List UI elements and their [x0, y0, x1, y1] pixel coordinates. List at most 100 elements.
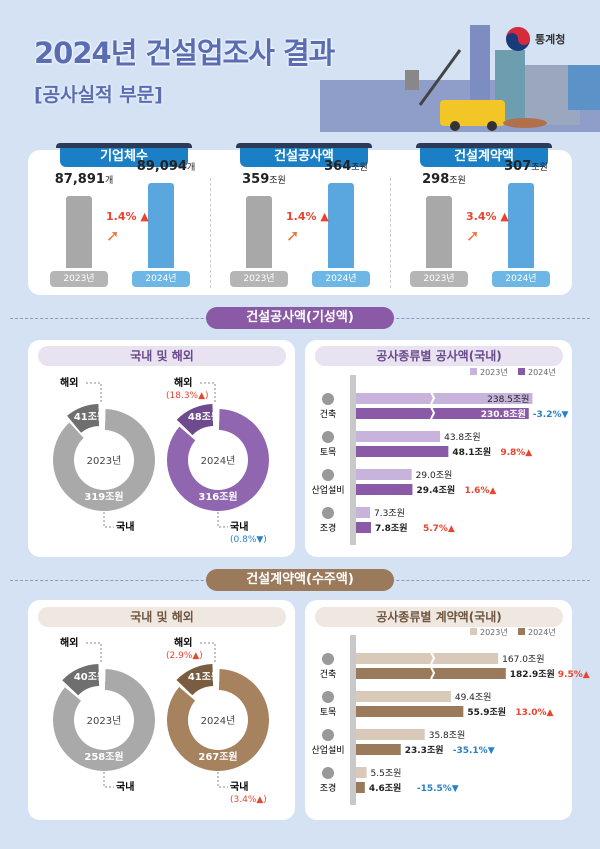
donut-panel-title: 국내 및 해외	[38, 346, 286, 366]
label-overseas: 해외	[60, 376, 78, 389]
donut-slice-overseas	[67, 404, 100, 433]
bar-change-label: -15.5%▼	[417, 784, 459, 794]
change-overseas: (2.9%▲)	[166, 651, 203, 661]
category-label: 조경	[320, 522, 337, 534]
bar-2024년	[356, 522, 371, 533]
category-label: 산업설비	[311, 745, 344, 756]
bar-value-label: 49.4조원	[455, 692, 492, 703]
bar-value-label: 182.9조원	[510, 668, 555, 680]
bar-axis	[350, 375, 356, 545]
legend-label: 2024년	[528, 627, 556, 637]
label-domestic: 국내	[230, 520, 248, 533]
change-domestic: (0.8%▼)	[230, 535, 267, 545]
overview-change: 1.4% ▲	[106, 210, 149, 223]
year-label: 2023년	[410, 271, 468, 287]
overview-title: 건설계약액	[416, 143, 552, 167]
bar-value-label: 230.8조원	[481, 408, 526, 420]
legend-swatch	[470, 368, 477, 375]
pictogram-bar	[66, 196, 92, 268]
construction-skyline-illustration	[320, 25, 600, 132]
label-overseas: 해외	[60, 636, 78, 649]
category-icon	[322, 767, 334, 779]
donut-year-label: 2023년	[87, 455, 122, 467]
legend-label: 2023년	[480, 627, 508, 637]
overview-value-2024: 307조원	[504, 159, 548, 174]
bar-value-label: 7.8조원	[375, 522, 408, 534]
legend-label: 2023년	[480, 367, 508, 377]
axis-break-mark	[430, 651, 436, 665]
donut-slice-domestic	[53, 409, 156, 511]
bar-axis	[350, 635, 356, 805]
label-domestic: 국내	[230, 780, 248, 793]
bar-2023년	[356, 729, 425, 740]
donut-value-domestic: 319조원	[84, 490, 123, 503]
category-icon	[322, 507, 334, 519]
overview-value-2024: 364조원	[324, 159, 368, 174]
bar-value-label: 23.3조원	[405, 744, 444, 756]
bar-2024년	[356, 782, 365, 793]
growth-arrow-icon: ➚	[106, 226, 120, 245]
bar-2024년	[356, 408, 529, 419]
axis-break-mark	[430, 666, 436, 680]
donut-year-label: 2023년	[87, 715, 122, 727]
bar-2024년	[356, 744, 401, 755]
category-icon	[322, 469, 334, 481]
bar-panel-title: 공사종류별 계약액(국내)	[315, 607, 563, 627]
donut-slice-overseas	[62, 664, 100, 696]
category-icon	[322, 691, 334, 703]
bar-2023년	[356, 653, 499, 664]
legend-label: 2024년	[528, 367, 556, 377]
year-label: 2024년	[312, 271, 370, 287]
donut-panel-title: 국내 및 해외	[38, 607, 286, 627]
overview-change: 1.4% ▲	[286, 210, 329, 223]
bar-value-label: 4.6조원	[369, 782, 402, 794]
pictogram-bar	[246, 196, 272, 268]
category-icon	[322, 729, 334, 741]
category-label: 토목	[320, 707, 337, 718]
label-domestic: 국내	[116, 780, 134, 793]
bar-2024년	[356, 706, 464, 717]
bar-value-label: 5.5조원	[371, 768, 402, 779]
bar-2023년	[356, 469, 412, 480]
donut-value-overseas: 48조원	[188, 410, 220, 423]
growth-arrow-icon: ➚	[466, 226, 480, 245]
bar-value-label: 48.1조원	[452, 446, 491, 458]
bar-value-label: 35.8조원	[429, 730, 466, 741]
donut-slice-overseas	[176, 404, 214, 436]
bar-panel-title: 공사종류별 공사액(국내)	[315, 346, 563, 366]
bar-value-label: 55.9조원	[467, 706, 506, 718]
bar-change-label: -35.1%▼	[453, 746, 495, 756]
bar-value-label: 167.0조원	[502, 654, 544, 665]
pictogram-bar	[508, 183, 534, 268]
pictogram-bar	[328, 183, 354, 268]
overview-value-2023: 298조원	[422, 172, 466, 187]
category-label: 조경	[320, 782, 337, 794]
donut-slice-domestic	[166, 669, 269, 772]
bar-value-label: 7.3조원	[374, 508, 405, 519]
category-icon	[322, 393, 334, 405]
bar-2023년	[356, 393, 533, 404]
overview-change: 3.4% ▲	[466, 210, 509, 223]
year-label: 2024년	[132, 271, 190, 287]
donut-value-domestic: 316조원	[198, 490, 237, 503]
section-title-construction-amount: 건설공사액(기성액)	[206, 307, 394, 329]
donut-value-overseas: 40조원	[74, 670, 106, 683]
bar-change-label: -3.2%▼	[533, 410, 569, 420]
bar-value-label: 29.4조원	[416, 484, 455, 496]
bar-change-label: 1.6%▲	[464, 486, 496, 496]
axis-break-mark	[430, 391, 436, 405]
year-label: 2023년	[50, 271, 108, 287]
year-label: 2024년	[492, 271, 550, 287]
legend-swatch	[518, 368, 525, 375]
pictogram-bar	[426, 196, 452, 268]
overview-value-2023: 359조원	[242, 172, 286, 187]
page-subtitle: [공사실적 부문]	[34, 84, 163, 106]
bar-2024년	[356, 484, 413, 495]
bar-change-label: 5.7%▲	[423, 524, 455, 534]
bar-change-label: 9.8%▲	[500, 448, 532, 458]
overview-title: 기업체수	[56, 143, 192, 167]
pictogram-bar	[148, 183, 174, 268]
category-icon	[322, 431, 334, 443]
bar-2023년	[356, 767, 367, 778]
